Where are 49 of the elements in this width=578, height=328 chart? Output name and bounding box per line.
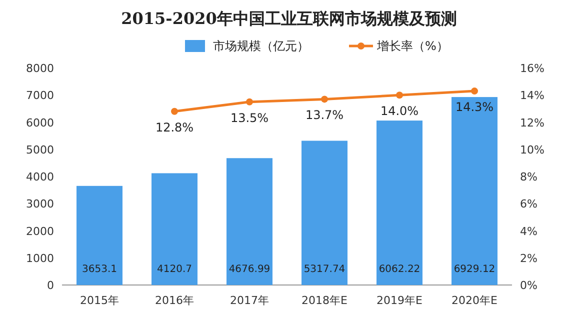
x-tick-label: 2018年E bbox=[302, 294, 348, 307]
data-label: 4120.7 bbox=[157, 264, 192, 275]
x-tick-label: 2019年E bbox=[376, 294, 423, 307]
bar bbox=[452, 97, 498, 285]
data-label: 6929.12 bbox=[454, 264, 496, 275]
y2-tick-label: 6% bbox=[520, 198, 538, 211]
x-tick-label: 2016年 bbox=[155, 294, 194, 307]
y2-tick-label: 12% bbox=[520, 116, 544, 130]
legend-label: 市场规模（亿元） bbox=[213, 39, 309, 53]
data-label: 14.0% bbox=[380, 104, 419, 118]
y-tick-label: 2000 bbox=[26, 224, 54, 238]
data-label: 13.7% bbox=[305, 108, 344, 122]
y-tick-label: 0 bbox=[47, 279, 54, 292]
data-label: 4676.99 bbox=[228, 264, 270, 275]
bar bbox=[76, 186, 122, 285]
y2-tick-label: 0% bbox=[520, 279, 538, 292]
chart-title: 2015-2020年中国工业互联网市场规模及预测 bbox=[121, 9, 457, 28]
y-tick-label: 3000 bbox=[26, 198, 54, 211]
y2-tick-label: 2% bbox=[520, 252, 538, 265]
y2-tick-label: 16% bbox=[520, 62, 544, 75]
point bbox=[471, 88, 478, 95]
point bbox=[171, 108, 178, 115]
bar bbox=[226, 158, 272, 285]
legend-label: 增长率（%） bbox=[376, 39, 448, 53]
point bbox=[396, 92, 403, 99]
y-tick-label: 1000 bbox=[26, 252, 54, 265]
y-tick-label: 6000 bbox=[26, 116, 54, 130]
bar bbox=[376, 120, 422, 285]
data-label: 3653.1 bbox=[82, 264, 117, 275]
point bbox=[246, 98, 253, 106]
data-label: 13.5% bbox=[230, 110, 269, 125]
y2-tick-label: 4% bbox=[520, 224, 538, 238]
data-label: 14.3% bbox=[455, 100, 494, 114]
y-tick-label: 7000 bbox=[26, 89, 54, 102]
y-tick-label: 4000 bbox=[26, 170, 54, 184]
data-label: 5317.74 bbox=[304, 264, 346, 275]
y2-tick-label: 14% bbox=[520, 89, 544, 102]
point bbox=[321, 96, 328, 103]
bar bbox=[302, 140, 348, 285]
y2-tick-label: 8% bbox=[520, 170, 538, 184]
data-label: 6062.22 bbox=[378, 264, 420, 275]
bar bbox=[152, 173, 198, 285]
x-tick-label: 2020年E bbox=[452, 294, 498, 307]
y2-tick-label: 10% bbox=[520, 143, 544, 156]
y-tick-label: 5000 bbox=[26, 143, 54, 156]
x-tick-label: 2017年 bbox=[230, 294, 269, 307]
y-tick-label: 8000 bbox=[26, 62, 54, 75]
data-label: 12.8% bbox=[155, 120, 194, 134]
x-tick-label: 2015年 bbox=[80, 294, 119, 307]
